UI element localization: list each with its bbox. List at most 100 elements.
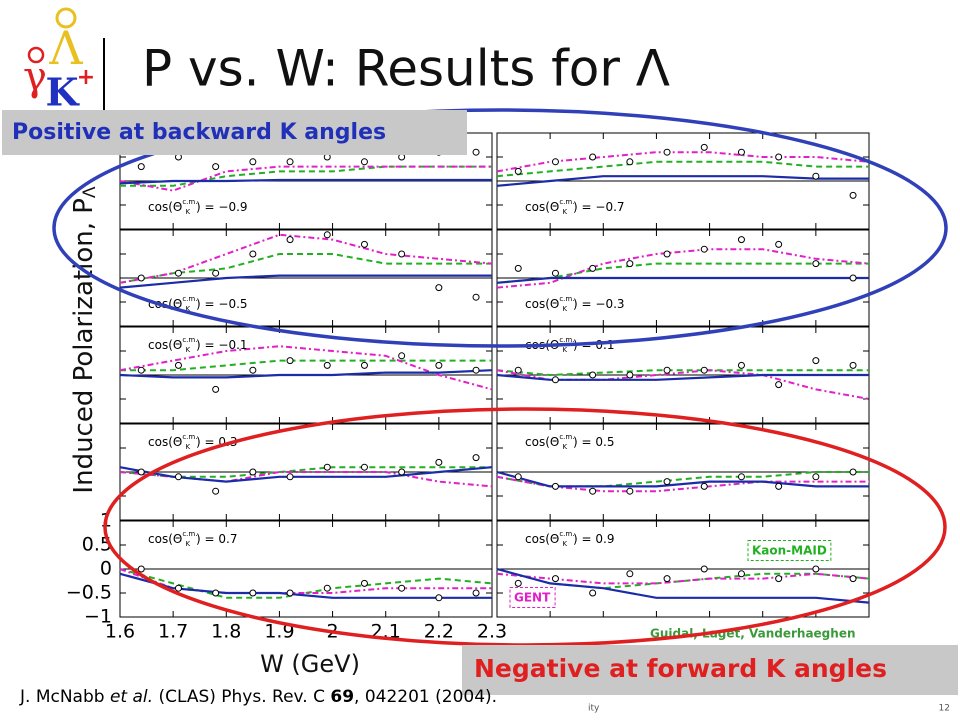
data-point [137,565,145,573]
data-point [286,589,294,597]
data-point [472,293,480,301]
data-point [174,269,182,277]
data-point [700,482,708,490]
legend-label: Kaon-MAID [752,544,827,558]
panel-annotation: cos(Θc.m. K) = 0.7 [148,530,238,548]
model-curve [496,369,870,400]
data-point [360,158,368,166]
model-curve [119,274,492,289]
data-point [286,473,294,481]
annotation-text: ) = −0.9 [196,200,248,214]
model-curve [119,471,493,488]
data-point [174,473,182,481]
model-curve [496,160,869,178]
x-tick-label: 1.7 [158,621,188,643]
data-point [435,594,443,602]
data-point [849,468,857,476]
model-curve [119,466,493,483]
data-point [626,260,634,268]
data-point [700,366,708,374]
data-point [626,371,634,379]
data-point [137,274,145,282]
logo: γ Λ K + [23,7,105,118]
data-point [775,240,783,248]
data-point [360,361,368,369]
citation-rest: , 042201 (2004). [354,687,497,707]
data-point [212,385,220,393]
annotation-sub: K [185,208,190,216]
data-point [323,584,331,592]
data-point [286,236,294,244]
data-point [514,473,522,481]
data-point [472,148,480,156]
panel-annotation: cos(Θc.m. K) = −0.1 [148,336,248,354]
data-point [249,250,257,258]
data-point [472,454,480,462]
citation-journal: (CLAS) Phys. Rev. C [153,687,330,707]
citation: J. McNabb et al. (CLAS) Phys. Rev. C 69,… [19,687,497,707]
panel-annotation: cos(Θc.m. K) = 0.5 [525,433,615,451]
data-point [323,231,331,239]
data-point [812,565,820,573]
data-point [551,575,559,583]
annotation-text: cos(Θ [148,200,182,214]
data-point [212,487,220,495]
data-point [849,191,857,199]
data-point [212,269,220,277]
data-point [435,284,443,292]
panel: cos(Θc.m. K) = −0.1 [119,326,493,424]
panel: cos(Θc.m. K) = −0.7 [496,132,870,230]
annotation-text: cos(Θ [525,435,559,449]
annotation-text: ) = 0.5 [573,435,614,449]
logo-kaon: K [45,70,80,115]
data-point [249,366,257,374]
data-point [663,366,671,374]
x-tick-label: 1.6 [105,621,135,643]
model-curve [496,470,869,488]
data-point [551,158,559,166]
data-point [775,482,783,490]
panel: cos(Θc.m. K) = −0.5 [119,229,493,327]
data-point [589,264,597,272]
data-point [249,158,257,166]
callout-box [2,110,467,155]
data-point [626,570,634,578]
data-point [137,163,145,171]
model-curve [496,475,869,493]
model-curve [120,359,492,372]
model-curve [496,369,869,377]
legend-box [509,587,556,608]
data-point [212,589,220,597]
annotation-text: ) = 0.7 [196,532,237,546]
data-point [700,143,708,151]
data-point [398,250,406,258]
data-point [737,236,745,244]
annotation-text: cos(Θ [148,532,182,546]
data-point [398,468,406,476]
annotation-text: cos(Θ [525,532,559,546]
model-curve [120,165,492,187]
annotation-text: ) = −0.3 [573,297,625,311]
data-point [849,361,857,369]
data-point [514,264,522,272]
annotation-text: ) = −0.7 [573,200,625,214]
data-point [472,366,480,374]
x-tick-label: 2.3 [477,621,507,643]
data-point [323,463,331,471]
data-point [249,589,257,597]
data-point [360,463,368,471]
callout-forward: Negative at forward K angles [474,654,887,683]
panel-annotation: cos(Θc.m. K) = 0.9 [525,530,615,548]
data-point [472,589,480,597]
y-axis-label: Induced Polarization, PΛ [69,186,101,494]
legend-label: Guidal, Laget, Vanderhaeghen [650,627,856,641]
citation-authors: J. McNabb [19,687,110,707]
data-point [174,361,182,369]
data-point [551,269,559,277]
data-point [775,575,783,583]
annotation-text: ) = −0.1 [196,338,248,352]
model-curve [119,178,492,185]
callout-backward: Positive at backward K angles [12,120,386,145]
